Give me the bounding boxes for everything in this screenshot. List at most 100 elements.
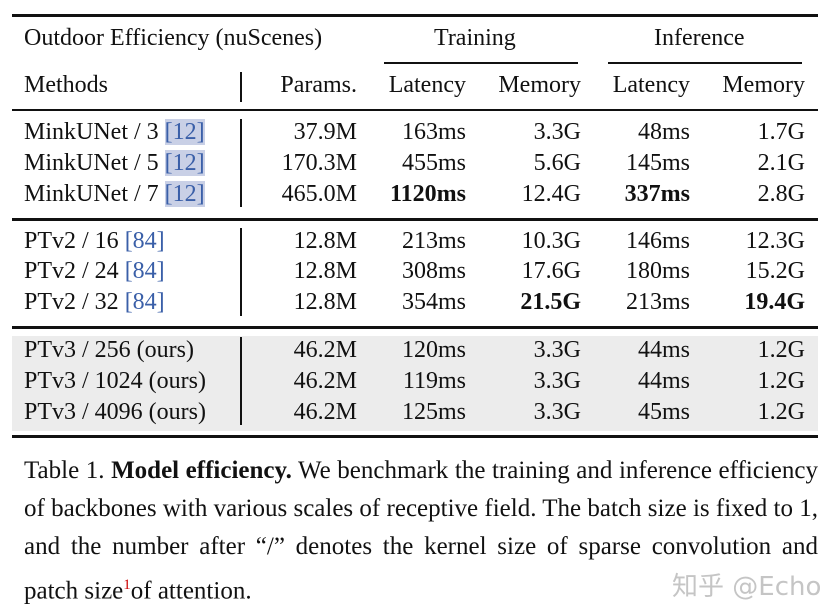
params-cell: 465.0M — [281, 181, 357, 207]
method-name: PTv2 / 32 — [24, 289, 125, 315]
table-row: PTv3 / 256 (ours) 46.2M 120ms 3.3G 44ms 1.2G — [0, 335, 838, 366]
inf-memory-cell: 1.7G — [757, 119, 805, 145]
method-name: MinkUNet / 7 — [24, 181, 165, 207]
column-divider — [240, 228, 242, 316]
train-latency-cell: 163ms — [401, 119, 466, 145]
inf-latency-cell: 213ms — [625, 289, 690, 315]
inf-memory-cell: 19.4G — [744, 289, 805, 315]
method-cell: PTv3 / 256 (ours) — [24, 335, 194, 366]
params-cell: 12.8M — [293, 228, 357, 254]
train-latency-cell: 213ms — [401, 228, 466, 254]
caption-title: Model efficiency. — [111, 457, 292, 484]
inf-latency-cell: 145ms — [625, 150, 690, 176]
params-cell: 46.2M — [293, 399, 357, 425]
params-cell: 46.2M — [293, 337, 357, 363]
params-cell: 46.2M — [293, 368, 357, 394]
method-cell: MinkUNet / 3 [12] — [24, 117, 205, 148]
inf-memory-cell: 1.2G — [757, 399, 805, 425]
train-memory-cell: 3.3G — [533, 368, 581, 394]
method-cell: MinkUNet / 5 [12] — [24, 148, 205, 179]
group-title: Outdoor Efficiency (nuScenes) — [24, 25, 323, 51]
train-memory-cell: 3.3G — [533, 119, 581, 145]
params-cell: 37.9M — [293, 119, 357, 145]
citation-link[interactable]: [12] — [164, 181, 205, 207]
method-cell: PTv2 / 24 [84] — [24, 256, 165, 287]
inf-memory-cell: 15.2G — [745, 258, 805, 284]
group-rule-2 — [12, 326, 818, 329]
ours-highlight — [12, 336, 818, 431]
training-underline — [384, 62, 578, 64]
col-inf-latency: Latency — [612, 72, 690, 98]
inf-latency-cell: 146ms — [625, 228, 690, 254]
train-memory-cell: 10.3G — [521, 228, 581, 254]
group-rule-1 — [12, 218, 818, 221]
method-name: PTv2 / 16 — [24, 228, 125, 254]
column-divider — [240, 119, 242, 207]
table-row: PTv2 / 16 [84] 12.8M 213ms 10.3G 146ms 12.3G — [0, 226, 838, 257]
inf-latency-cell: 337ms — [624, 181, 690, 207]
params-cell: 12.8M — [293, 258, 357, 284]
train-latency-cell: 125ms — [401, 399, 466, 425]
train-memory-cell: 21.5G — [520, 289, 581, 315]
caption-text: We benchmark the training and inference … — [24, 457, 818, 605]
table-row: PTv3 / 4096 (ours) 46.2M 125ms 3.3G 45ms 1.2G — [0, 397, 838, 428]
table-row: MinkUNet / 3 [12] 37.9M 163ms 3.3G 48ms 1.7G — [0, 117, 838, 148]
header-rule — [12, 109, 818, 111]
footnote-mark[interactable]: 1 — [123, 577, 131, 593]
table-row: PTv3 / 1024 (ours) 46.2M 119ms 3.3G 44ms 1.2G — [0, 366, 838, 397]
train-memory-cell: 17.6G — [521, 258, 581, 284]
method-cell: PTv2 / 16 [84] — [24, 226, 165, 257]
method-name: PTv2 / 24 — [24, 258, 125, 284]
col-methods: Methods — [24, 72, 108, 98]
citation-link[interactable]: [84] — [124, 258, 165, 284]
table-row: PTv2 / 32 [84] 12.8M 354ms 21.5G 213ms 19.4G — [0, 287, 838, 318]
train-latency-cell: 455ms — [401, 150, 466, 176]
method-name: MinkUNet / 3 — [24, 119, 165, 145]
method-name: MinkUNet / 5 — [24, 150, 165, 176]
column-header-row: Methods Params. Latency Memory Latency M… — [0, 70, 838, 101]
method-name: PTv3 / 256 (ours) — [24, 337, 194, 363]
bottom-rule — [12, 435, 818, 438]
table-row: MinkUNet / 5 [12] 170.3M 455ms 5.6G 145ms 2.1… — [0, 148, 838, 179]
inf-latency-cell: 45ms — [637, 399, 690, 425]
inf-memory-cell: 2.1G — [757, 150, 805, 176]
table-row: MinkUNet / 7 [12] 465.0M 1120ms 12.4G 337ms 2… — [0, 179, 838, 210]
inf-memory-cell: 2.8G — [757, 181, 805, 207]
method-cell: PTv2 / 32 [84] — [24, 287, 165, 318]
table-caption: Table 1. Model efficiency. We benchmark … — [24, 452, 818, 610]
caption-text-end: of attention. — [130, 577, 252, 605]
col-train-memory: Memory — [498, 72, 581, 98]
col-params: Params. — [280, 72, 357, 98]
caption-label: Table 1. — [24, 457, 112, 484]
inf-latency-cell: 180ms — [625, 258, 690, 284]
inf-latency-cell: 44ms — [637, 368, 690, 394]
citation-link[interactable]: [84] — [124, 289, 165, 315]
col-train-latency: Latency — [388, 72, 466, 98]
train-latency-cell: 119ms — [402, 368, 466, 394]
train-latency-cell: 120ms — [401, 337, 466, 363]
train-memory-cell: 5.6G — [533, 150, 581, 176]
inference-header: Inference — [654, 25, 745, 51]
col-inf-memory: Memory — [722, 72, 805, 98]
top-rule — [12, 14, 818, 17]
inf-latency-cell: 48ms — [637, 119, 690, 145]
params-cell: 170.3M — [281, 150, 357, 176]
train-latency-cell: 354ms — [401, 289, 466, 315]
watermark: 知乎 @Echo — [672, 572, 822, 602]
column-divider — [240, 72, 242, 102]
params-cell: 12.8M — [293, 289, 357, 315]
training-header: Training — [434, 25, 516, 51]
train-memory-cell: 12.4G — [521, 181, 581, 207]
citation-link[interactable]: [12] — [164, 119, 205, 145]
inf-latency-cell: 44ms — [637, 337, 690, 363]
inf-memory-cell: 12.3G — [745, 228, 805, 254]
column-divider — [240, 337, 242, 425]
method-cell: PTv3 / 1024 (ours) — [24, 366, 206, 397]
citation-link[interactable]: [12] — [164, 150, 205, 176]
inference-underline — [608, 62, 802, 64]
train-memory-cell: 3.3G — [533, 337, 581, 363]
citation-link[interactable]: [84] — [124, 228, 165, 254]
method-cell: PTv3 / 4096 (ours) — [24, 397, 206, 428]
train-latency-cell: 1120ms — [389, 181, 466, 207]
